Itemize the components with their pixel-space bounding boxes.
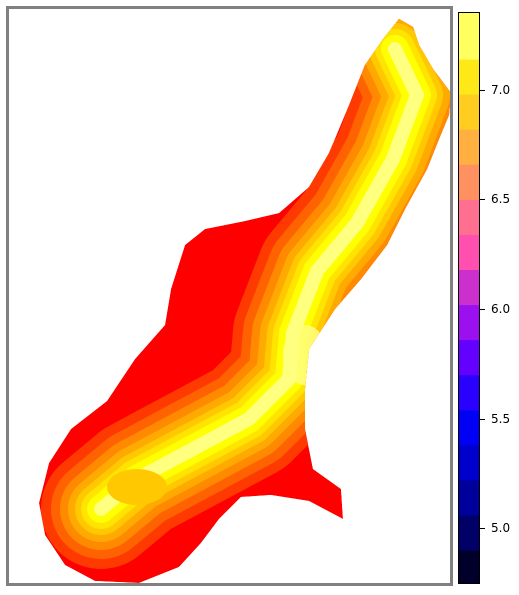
colorbar-band-8 — [459, 269, 479, 306]
map-panel — [6, 6, 453, 586]
colorbar-band-2 — [459, 479, 479, 516]
colorbar-tick-label: 5.5 — [491, 411, 511, 426]
colorbar-band-1 — [459, 515, 479, 551]
colorbar-tick-label: 6.0 — [491, 301, 511, 316]
colorbar — [458, 12, 480, 584]
colorbar-band-4 — [459, 409, 479, 446]
heatmap-hotspot — [283, 325, 327, 385]
colorbar-band-15 — [459, 13, 479, 60]
colorbar-band-11 — [459, 164, 479, 200]
colorbar-tick-label: 5.0 — [491, 521, 511, 536]
colorbar-tick-mark — [480, 199, 485, 201]
colorbar-band-0 — [459, 550, 479, 583]
colorbar-gradient — [459, 13, 479, 583]
colorbar-tick-label: 7.0 — [491, 82, 511, 97]
colorbar-band-10 — [459, 199, 479, 235]
colorbar-band-12 — [459, 129, 479, 165]
colorbar-tick-mark — [480, 528, 485, 530]
colorbar-band-9 — [459, 234, 479, 270]
colorbar-band-5 — [459, 374, 479, 411]
colorbar-tick-label: 6.5 — [491, 192, 511, 207]
colorbar-band-3 — [459, 444, 479, 481]
colorbar-band-13 — [459, 94, 479, 130]
colorbar-tick-mark — [480, 308, 485, 310]
colorbar-tick-mark — [480, 89, 485, 91]
colorbar-tick-mark — [480, 418, 485, 420]
colorbar-band-6 — [459, 339, 479, 376]
colorbar-band-14 — [459, 59, 479, 95]
heatmap-field — [39, 19, 450, 583]
colorbar-band-7 — [459, 304, 479, 341]
heatmap-secondary-patch — [107, 469, 167, 505]
